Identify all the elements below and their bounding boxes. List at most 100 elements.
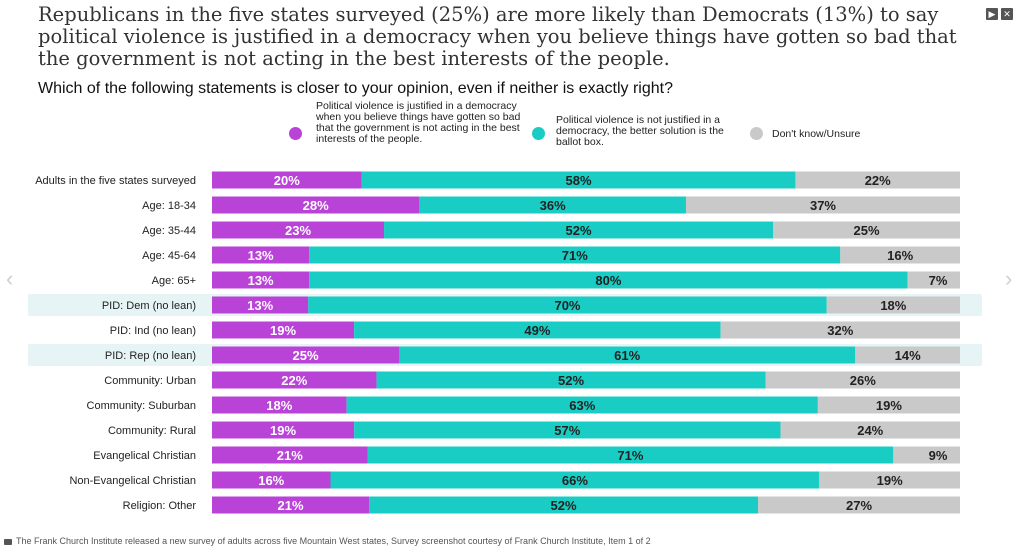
bar-unsure-community-urban xyxy=(765,371,960,389)
chart-subtitle: Which of the following statements is clo… xyxy=(38,80,673,97)
value-label-unsure-non-evangelical-christian: 19% xyxy=(877,473,903,488)
legend-swatch-justified xyxy=(289,127,302,140)
category-label-religion-other: Religion: Other xyxy=(123,500,197,512)
bar-not-justified-age-18-34 xyxy=(419,196,686,214)
value-label-justified-pid-dem-no-lean: 13% xyxy=(247,298,273,313)
bar-unsure-evangelical-christian xyxy=(893,446,960,464)
value-label-justified-community-rural: 19% xyxy=(270,423,296,438)
value-label-unsure-age-35-44: 25% xyxy=(853,223,879,238)
category-label-community-suburban: Community: Suburban xyxy=(87,400,196,412)
prev-arrow-icon[interactable]: ‹ xyxy=(6,266,14,291)
category-label-age-45-64: Age: 45-64 xyxy=(142,250,196,262)
bar-not-justified-evangelical-christian xyxy=(367,446,894,464)
value-label-not-justified-age-18-34: 36% xyxy=(540,198,566,213)
value-label-unsure-pid-ind-no-lean: 32% xyxy=(827,323,853,338)
bar-unsure-age-45-64 xyxy=(840,246,960,264)
bar-not-justified-community-suburban xyxy=(346,396,818,414)
bar-unsure-community-suburban xyxy=(817,396,960,414)
bar-unsure-age-35-44 xyxy=(773,221,960,239)
bar-justified-age-65 xyxy=(212,271,310,289)
bar-justified-evangelical-christian xyxy=(212,446,368,464)
bar-not-justified-community-urban xyxy=(376,371,766,389)
value-label-justified-age-18-34: 28% xyxy=(303,198,329,213)
bar-justified-age-18-34 xyxy=(212,196,420,214)
value-label-not-justified-age-45-64: 71% xyxy=(562,248,588,263)
category-label-community-rural: Community: Rural xyxy=(108,425,196,437)
bar-justified-community-suburban xyxy=(212,396,347,414)
value-label-not-justified-age-35-44: 52% xyxy=(566,223,592,238)
camera-icon xyxy=(4,538,12,545)
value-label-not-justified-adults-in-the-five-states-surveyed: 58% xyxy=(566,173,592,188)
photo-caption: The Frank Church Institute released a ne… xyxy=(4,536,651,546)
next-arrow-icon[interactable]: › xyxy=(1005,266,1013,291)
value-label-not-justified-pid-ind-no-lean: 49% xyxy=(524,323,550,338)
play-icon[interactable]: ▶ xyxy=(986,8,998,20)
value-label-unsure-community-suburban: 19% xyxy=(876,398,902,413)
value-label-justified-age-35-44: 23% xyxy=(285,223,311,238)
value-label-not-justified-evangelical-christian: 71% xyxy=(617,448,643,463)
bar-unsure-age-18-34 xyxy=(685,196,960,214)
legend-swatch-unsure xyxy=(750,127,763,140)
bar-unsure-community-rural xyxy=(780,421,960,439)
bar-not-justified-pid-dem-no-lean xyxy=(308,296,827,314)
legend-label-not-justified: Political violence is not justified in a… xyxy=(556,114,724,148)
value-label-justified-pid-rep-no-lean: 25% xyxy=(292,348,318,363)
category-label-adults-in-the-five-states-surveyed: Adults in the five states surveyed xyxy=(35,175,196,187)
value-label-justified-evangelical-christian: 21% xyxy=(277,448,303,463)
value-label-unsure-age-18-34: 37% xyxy=(810,198,836,213)
value-label-unsure-religion-other: 27% xyxy=(846,498,872,513)
bar-justified-community-urban xyxy=(212,371,377,389)
value-label-justified-religion-other: 21% xyxy=(278,498,304,513)
bar-not-justified-pid-ind-no-lean xyxy=(354,321,721,339)
chart-title: Republicans in the five states surveyed … xyxy=(38,3,957,70)
category-label-age-18-34: Age: 18-34 xyxy=(142,200,196,212)
close-icon[interactable]: ✕ xyxy=(1001,8,1013,20)
bar-unsure-religion-other xyxy=(758,496,960,514)
value-label-not-justified-community-rural: 57% xyxy=(554,423,580,438)
bar-not-justified-adults-in-the-five-states-surveyed xyxy=(361,171,796,189)
value-label-justified-age-65: 13% xyxy=(248,273,274,288)
bar-not-justified-non-evangelical-christian xyxy=(330,471,820,489)
bar-justified-age-45-64 xyxy=(212,246,310,264)
value-label-unsure-adults-in-the-five-states-surveyed: 22% xyxy=(865,173,891,188)
value-label-justified-community-urban: 22% xyxy=(281,373,307,388)
value-label-not-justified-community-urban: 52% xyxy=(558,373,584,388)
value-label-not-justified-pid-rep-no-lean: 61% xyxy=(614,348,640,363)
legend-label-justified: Political violence is justified in a dem… xyxy=(316,100,521,145)
value-label-not-justified-community-suburban: 63% xyxy=(569,398,595,413)
value-label-unsure-age-65: 7% xyxy=(929,273,948,288)
category-label-evangelical-christian: Evangelical Christian xyxy=(93,450,196,462)
bar-justified-pid-dem-no-lean xyxy=(212,296,309,314)
bar-unsure-pid-dem-no-lean xyxy=(826,296,960,314)
bar-not-justified-age-45-64 xyxy=(309,246,841,264)
value-label-justified-community-suburban: 18% xyxy=(266,398,292,413)
bar-not-justified-age-65 xyxy=(309,271,908,289)
bar-not-justified-age-35-44 xyxy=(384,221,773,239)
bar-justified-non-evangelical-christian xyxy=(212,471,331,489)
bar-not-justified-community-rural xyxy=(354,421,781,439)
bar-justified-adults-in-the-five-states-surveyed xyxy=(212,171,362,189)
value-label-unsure-community-rural: 24% xyxy=(857,423,883,438)
bar-unsure-pid-ind-no-lean xyxy=(720,321,960,339)
value-label-not-justified-religion-other: 52% xyxy=(551,498,577,513)
bar-not-justified-pid-rep-no-lean xyxy=(399,346,856,364)
value-label-not-justified-pid-dem-no-lean: 70% xyxy=(554,298,580,313)
value-label-unsure-pid-rep-no-lean: 14% xyxy=(895,348,921,363)
category-label-pid-rep-no-lean: PID: Rep (no lean) xyxy=(105,350,196,362)
legend-label-unsure: Don't know/Unsure xyxy=(772,128,861,140)
bar-justified-community-rural xyxy=(212,421,355,439)
value-label-justified-non-evangelical-christian: 16% xyxy=(258,473,284,488)
category-label-community-urban: Community: Urban xyxy=(104,375,196,387)
bar-unsure-age-65 xyxy=(907,271,960,289)
caption-text: The Frank Church Institute released a ne… xyxy=(16,536,651,546)
bar-justified-pid-rep-no-lean xyxy=(212,346,399,364)
value-label-unsure-community-urban: 26% xyxy=(850,373,876,388)
category-label-age-35-44: Age: 35-44 xyxy=(142,225,196,237)
value-label-justified-pid-ind-no-lean: 19% xyxy=(270,323,296,338)
bar-not-justified-religion-other xyxy=(369,496,759,514)
category-label-non-evangelical-christian: Non-Evangelical Christian xyxy=(69,475,196,487)
value-label-justified-adults-in-the-five-states-surveyed: 20% xyxy=(274,173,300,188)
bar-unsure-non-evangelical-christian xyxy=(819,471,960,489)
bar-unsure-pid-rep-no-lean xyxy=(855,346,960,364)
